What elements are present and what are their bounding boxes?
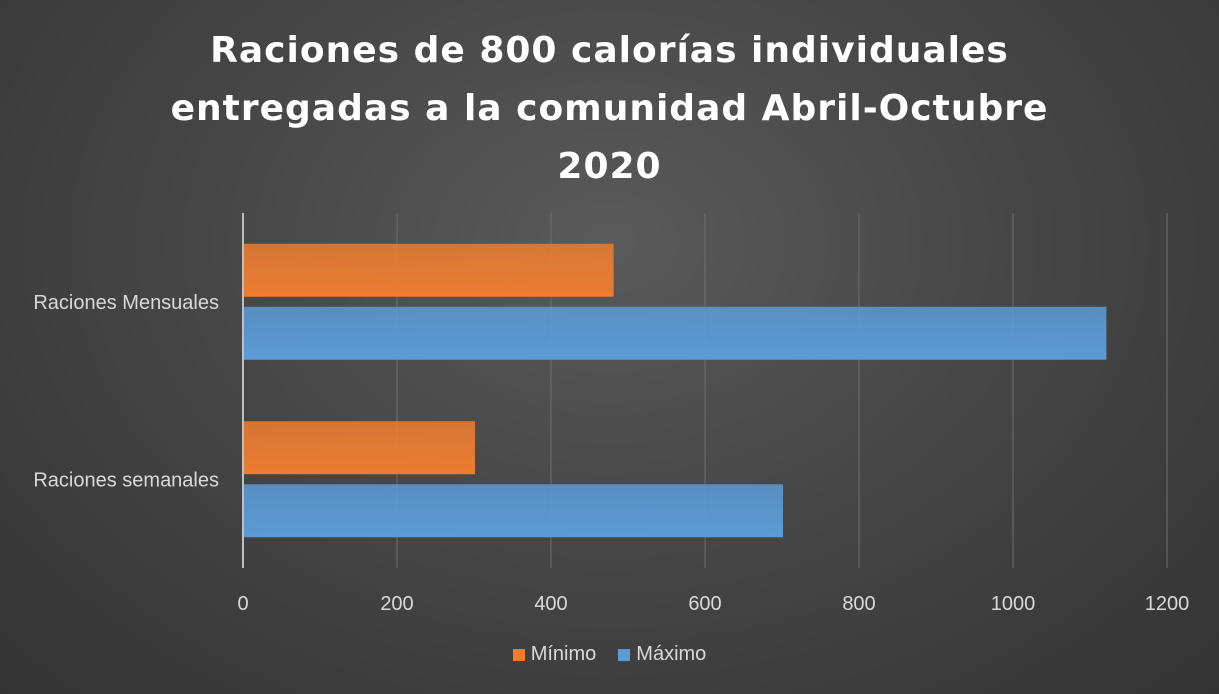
- bar-minimo: [244, 421, 475, 475]
- x-tick-label: 1000: [991, 593, 1036, 615]
- legend-swatch-maximo: [618, 648, 631, 661]
- legend-item-minimo: Mínimo: [512, 643, 597, 666]
- chart-title: Raciones de 800 calorías individuales en…: [0, 22, 1219, 196]
- chart-title-line-2: entregadas a la comunidad Abril-Octubre: [170, 88, 1049, 129]
- category-label: Raciones semanales: [33, 469, 219, 491]
- x-tick-label: 600: [688, 593, 721, 615]
- legend-item-maximo: Máximo: [618, 643, 706, 666]
- bar-maximo: [244, 306, 1107, 360]
- chart-legend: Mínimo Máximo: [0, 643, 1219, 666]
- legend-swatch-minimo: [512, 648, 525, 661]
- x-tick-label: 800: [842, 593, 875, 615]
- legend-label-maximo: Máximo: [636, 643, 707, 665]
- bar-minimo: [244, 243, 614, 297]
- x-tick-label: 400: [534, 593, 567, 615]
- category-label: Raciones Mensuales: [33, 292, 219, 314]
- x-tick-label: 200: [380, 593, 413, 615]
- bar-maximo: [244, 484, 783, 538]
- chart-title-line-3: 2020: [557, 146, 662, 187]
- x-tick-label: 0: [237, 593, 248, 615]
- x-tick-label: 1200: [1145, 593, 1190, 615]
- legend-label-minimo: Mínimo: [530, 643, 597, 665]
- chart-title-line-1: Raciones de 800 calorías individuales: [210, 30, 1009, 71]
